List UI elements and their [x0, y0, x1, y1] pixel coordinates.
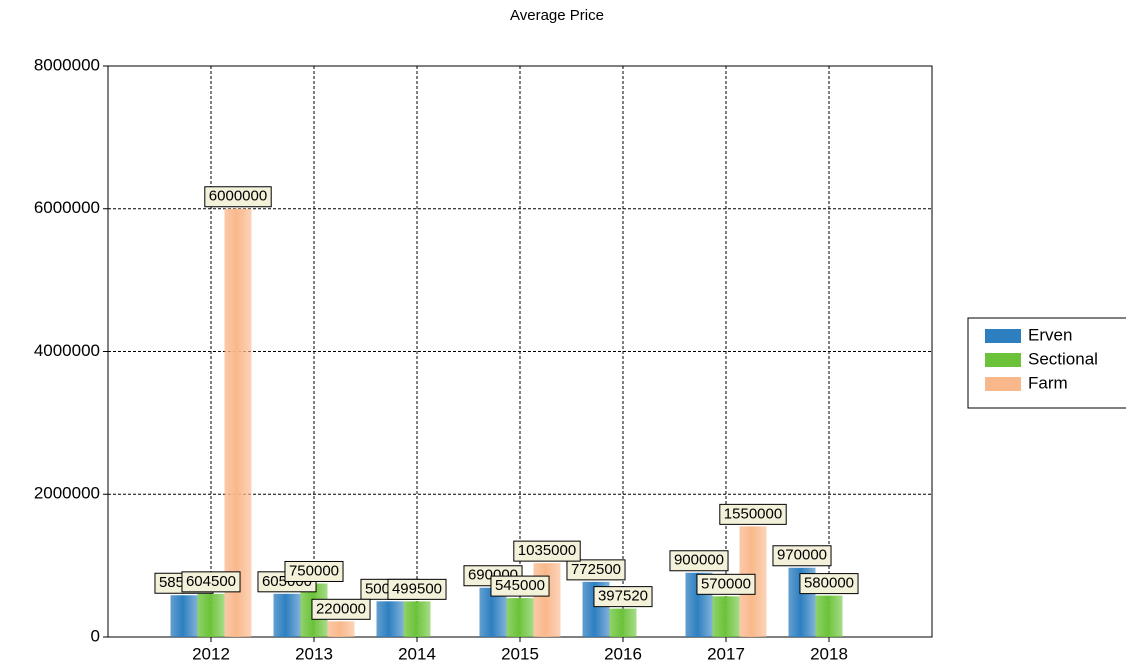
value-label-box: [513, 540, 581, 562]
legend-label: Sectional: [1028, 349, 1098, 368]
legend-label: Farm: [1028, 373, 1068, 392]
value-label-box: [799, 573, 859, 595]
value-label-text: 1550000: [724, 505, 782, 522]
value-label-box: [593, 586, 653, 608]
value-label: 570000: [696, 573, 756, 595]
value-label-text: 397520: [598, 588, 648, 605]
bar: [815, 595, 843, 637]
legend-swatch: [985, 377, 1021, 391]
value-label: 397520: [593, 586, 653, 608]
y-tick-label: 4000000: [34, 341, 100, 360]
value-label: 580000: [799, 573, 859, 595]
x-tick-label: 2017: [707, 644, 745, 663]
value-label: 900000: [669, 550, 729, 572]
value-label-text: 1035000: [518, 542, 576, 559]
value-label-box: [181, 571, 241, 593]
legend-label: Erven: [1028, 325, 1072, 344]
value-label-box: [387, 578, 447, 600]
bar: [327, 621, 355, 637]
bar: [609, 608, 637, 637]
value-label-box: [772, 545, 832, 567]
value-label: 604500: [181, 571, 241, 593]
value-label: 545000: [490, 575, 550, 597]
value-label-text: 499500: [392, 580, 442, 597]
x-tick-label: 2015: [501, 644, 539, 663]
value-label-text: 6000000: [209, 188, 267, 205]
value-label: 1550000: [719, 503, 787, 525]
value-label: 6000000: [204, 186, 272, 208]
value-label-box: [566, 559, 626, 581]
x-tick-label: 2013: [295, 644, 333, 663]
value-label: 499500: [387, 578, 447, 600]
y-tick-label: 2000000: [34, 484, 100, 503]
value-label-text: 900000: [674, 552, 724, 569]
value-label-text: 220000: [316, 600, 366, 617]
x-tick-label: 2016: [604, 644, 642, 663]
value-label: 970000: [772, 545, 832, 567]
x-tick-label: 2012: [192, 644, 230, 663]
value-label: 1035000: [513, 540, 581, 562]
chart-title: Average Price: [510, 7, 604, 24]
value-label: 772500: [566, 559, 626, 581]
legend-swatch: [985, 353, 1021, 367]
value-label-text: 604500: [186, 573, 236, 590]
value-label-box: [204, 186, 272, 208]
value-label-text: 772500: [571, 561, 621, 578]
bar: [712, 596, 740, 637]
value-label-text: 970000: [777, 547, 827, 564]
value-label-box: [669, 550, 729, 572]
bar: [170, 595, 198, 637]
x-tick-label: 2018: [810, 644, 848, 663]
value-label: 750000: [284, 560, 344, 582]
y-tick-label: 0: [91, 626, 100, 645]
x-tick-label: 2014: [398, 644, 436, 663]
bar: [533, 563, 561, 637]
legend-swatch: [985, 329, 1021, 343]
bar: [506, 598, 534, 637]
value-label-box: [311, 598, 371, 620]
bar: [403, 601, 431, 637]
y-tick-label: 6000000: [34, 198, 100, 217]
bar: [224, 208, 252, 637]
value-label-box: [696, 573, 756, 595]
bar: [376, 601, 404, 637]
value-label-text: 750000: [289, 562, 339, 579]
value-label-text: 545000: [495, 577, 545, 594]
bar: [273, 593, 301, 637]
y-tick-label: 8000000: [34, 55, 100, 74]
value-label-text: 580000: [804, 575, 854, 592]
value-label-box: [284, 560, 344, 582]
value-label-box: [490, 575, 550, 597]
bar: [197, 593, 225, 637]
value-label: 220000: [311, 598, 371, 620]
value-label-box: [719, 503, 787, 525]
value-label-text: 570000: [701, 575, 751, 592]
